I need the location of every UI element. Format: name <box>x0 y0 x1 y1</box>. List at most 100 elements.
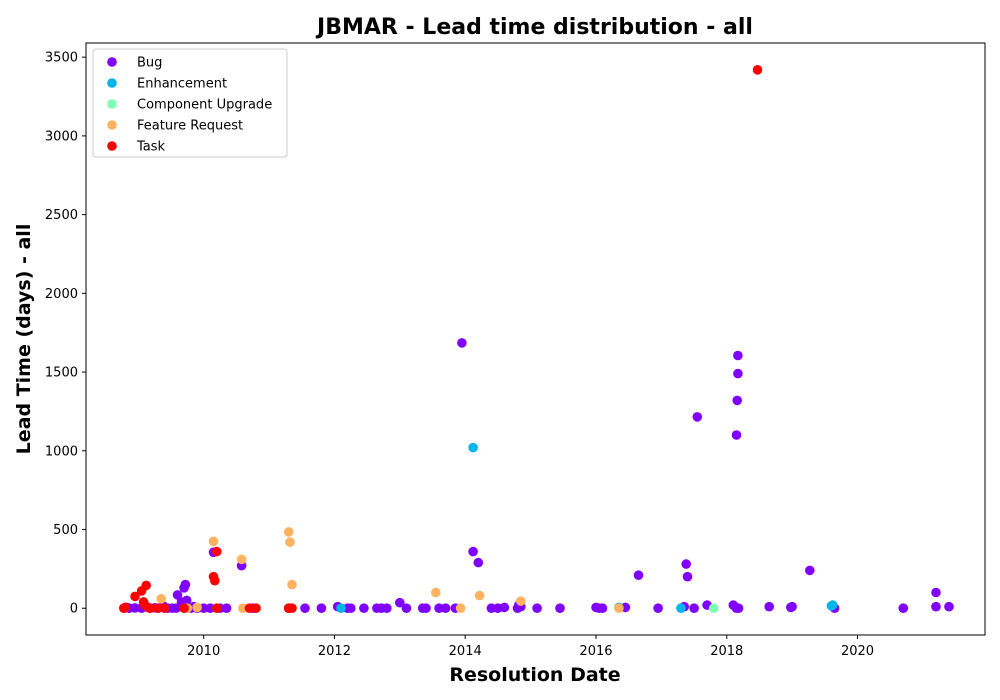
series-feature-request <box>156 527 624 613</box>
data-point <box>764 601 774 612</box>
data-point <box>287 603 297 613</box>
series-bug <box>119 338 954 613</box>
data-point <box>555 603 565 613</box>
data-point <box>145 603 155 613</box>
legend-label: Enhancement <box>137 77 227 92</box>
data-point <box>499 602 510 613</box>
data-point <box>440 603 451 613</box>
y-tick-label: 1000 <box>45 444 78 459</box>
data-point <box>205 603 215 613</box>
x-axis: 2010 2012 2014 2016 2018 2020 <box>187 635 874 659</box>
data-point <box>141 580 151 591</box>
data-point <box>597 603 608 613</box>
series-component-upgrade <box>708 603 719 613</box>
data-point <box>192 602 202 613</box>
data-point <box>944 601 954 612</box>
data-point <box>653 603 663 613</box>
data-point <box>212 603 222 613</box>
data-point <box>171 603 181 613</box>
data-point <box>732 395 742 406</box>
legend-marker <box>107 120 117 130</box>
series-enhancement <box>336 442 838 613</box>
legend-label: Task <box>136 140 166 155</box>
chart-title: JBMAR - Lead time distribution - all <box>315 15 753 40</box>
data-point <box>156 594 166 604</box>
data-point <box>238 603 248 613</box>
x-tick-label: 2012 <box>318 644 351 659</box>
data-point <box>731 430 742 440</box>
data-point <box>285 537 295 547</box>
y-tick-label: 2500 <box>45 208 78 223</box>
data-point <box>236 554 247 565</box>
data-point <box>395 597 405 608</box>
data-point <box>153 603 163 613</box>
data-point <box>212 546 222 557</box>
data-point <box>251 603 261 613</box>
legend-box <box>92 48 288 158</box>
y-tick-label: 500 <box>53 523 78 538</box>
legend-marker <box>107 141 117 151</box>
data-point <box>931 587 941 598</box>
y-tick-label: 3000 <box>45 129 78 144</box>
data-point <box>468 546 478 557</box>
data-point <box>468 442 478 453</box>
data-point <box>300 603 310 613</box>
x-axis-title: Resolution Date <box>449 664 620 686</box>
data-point <box>692 412 703 422</box>
y-axis: 0 500 1000 1500 2000 2500 3000 3500 <box>45 51 86 617</box>
data-point <box>787 601 797 612</box>
data-point <box>681 559 691 569</box>
data-point <box>805 565 815 576</box>
legend-marker <box>107 78 117 88</box>
data-point <box>221 603 232 613</box>
data-point <box>708 603 719 613</box>
data-point <box>130 591 140 602</box>
data-point <box>733 350 743 361</box>
plot-frame <box>85 42 986 636</box>
plot-points <box>119 65 954 613</box>
data-point <box>931 601 941 612</box>
data-point <box>401 603 412 613</box>
data-point <box>421 603 431 613</box>
data-point <box>382 603 392 613</box>
data-point <box>159 603 170 613</box>
x-tick-label: 2018 <box>710 644 743 659</box>
data-point <box>181 595 192 606</box>
data-point <box>676 603 686 613</box>
data-point <box>689 603 699 613</box>
data-point <box>283 527 294 537</box>
y-tick-label: 1500 <box>45 366 78 381</box>
data-point <box>120 602 130 613</box>
legend-label: Bug <box>137 56 162 71</box>
y-tick-label: 0 <box>70 602 78 617</box>
data-point <box>336 603 346 613</box>
data-point <box>346 603 356 613</box>
data-point <box>457 338 467 348</box>
data-point <box>733 368 743 379</box>
y-tick-label: 3500 <box>45 51 78 66</box>
data-point <box>316 603 327 613</box>
data-point <box>179 603 189 613</box>
legend-label: Component Upgrade <box>137 98 272 113</box>
x-tick-label: 2020 <box>841 644 874 659</box>
data-point <box>180 579 191 590</box>
data-point <box>208 536 219 547</box>
data-point <box>172 590 183 600</box>
data-point <box>359 603 369 613</box>
x-tick-label: 2016 <box>579 644 612 659</box>
legend-marker <box>107 57 117 67</box>
y-tick-label: 2000 <box>45 287 78 302</box>
data-point <box>614 603 624 613</box>
data-point <box>633 570 644 580</box>
data-point <box>532 603 542 613</box>
data-point <box>752 65 763 75</box>
data-point <box>474 590 485 601</box>
data-point <box>516 596 526 606</box>
x-tick-label: 2010 <box>187 644 220 659</box>
legend-label: Feature Request <box>137 119 243 134</box>
data-point <box>210 575 220 586</box>
y-axis-title: Lead Time (days) - all <box>13 224 35 455</box>
data-point <box>431 587 441 598</box>
data-point <box>455 603 466 613</box>
